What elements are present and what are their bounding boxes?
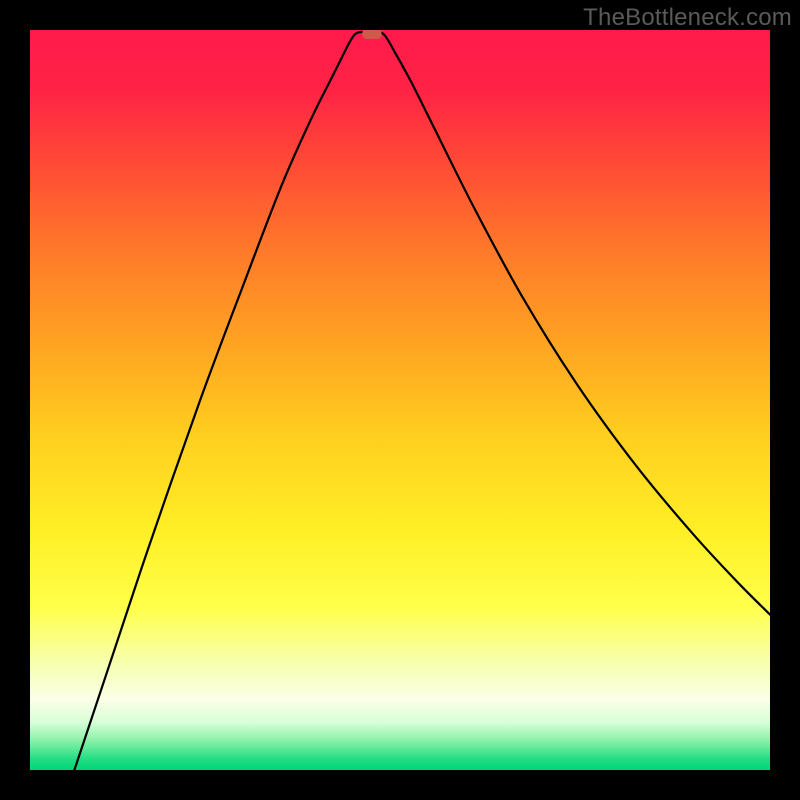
- bottleneck-curve-chart: [30, 30, 770, 770]
- chart-frame: TheBottleneck.com: [0, 0, 800, 800]
- plot-area: [30, 30, 770, 770]
- watermark-text: TheBottleneck.com: [583, 4, 792, 32]
- gradient-background: [30, 30, 770, 770]
- optimum-marker: [362, 30, 381, 39]
